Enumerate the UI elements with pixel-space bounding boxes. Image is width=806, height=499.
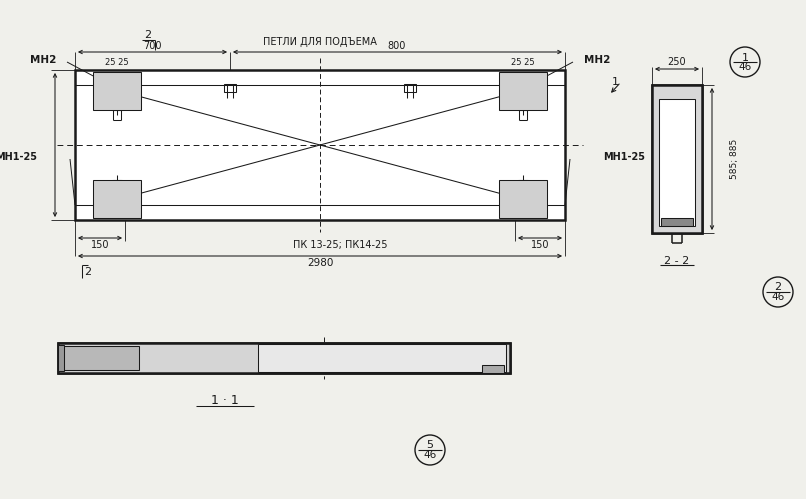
Text: 150: 150: [530, 240, 549, 250]
Text: 1: 1: [612, 77, 618, 87]
Bar: [58, 343, 510, 373]
Text: 2: 2: [144, 30, 152, 40]
Text: 250: 250: [667, 57, 687, 67]
Text: 700: 700: [143, 41, 161, 51]
Text: 46: 46: [423, 450, 437, 460]
Text: 1 · 1: 1 · 1: [211, 395, 239, 408]
Bar: [75, 70, 565, 220]
Bar: [93, 72, 141, 110]
Text: 800: 800: [388, 41, 406, 51]
Text: ПК 13-25; ПК14-25: ПК 13-25; ПК14-25: [293, 240, 387, 250]
Bar: [652, 85, 702, 233]
Bar: [258, 344, 506, 372]
Bar: [93, 180, 141, 218]
Bar: [224, 84, 236, 92]
Bar: [58, 343, 510, 373]
Bar: [61, 346, 139, 370]
Bar: [499, 180, 547, 218]
Text: ПЕТЛИ ДЛЯ ПОДЪЕМА: ПЕТЛИ ДЛЯ ПОДЪЕМА: [263, 37, 377, 47]
Text: 25 25: 25 25: [511, 57, 535, 66]
Text: 46: 46: [771, 292, 784, 302]
Text: МН2: МН2: [30, 55, 56, 65]
Bar: [58, 345, 64, 371]
Text: МН1-25: МН1-25: [603, 152, 645, 162]
Bar: [315, 349, 333, 367]
Text: 150: 150: [91, 240, 110, 250]
Text: 46: 46: [738, 62, 752, 72]
Text: МН1-25: МН1-25: [0, 152, 37, 162]
Bar: [652, 85, 702, 233]
Text: 585; 885: 585; 885: [729, 139, 738, 179]
Text: МН2: МН2: [584, 55, 610, 65]
Text: 5: 5: [426, 441, 434, 451]
Text: 2: 2: [85, 267, 92, 277]
Text: 2: 2: [775, 282, 782, 292]
Text: 2 - 2: 2 - 2: [664, 256, 690, 266]
Bar: [661, 218, 693, 226]
Bar: [659, 99, 695, 226]
Bar: [499, 72, 547, 110]
Bar: [482, 365, 504, 373]
Text: 2980: 2980: [307, 258, 333, 268]
Text: 1: 1: [742, 52, 749, 62]
Bar: [404, 84, 416, 92]
Text: 25 25: 25 25: [106, 57, 129, 66]
